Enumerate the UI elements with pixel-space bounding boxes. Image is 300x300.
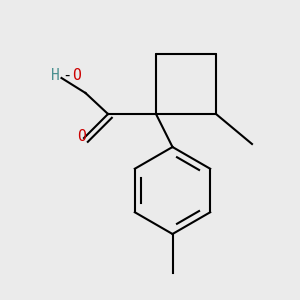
Text: O: O bbox=[72, 68, 81, 82]
Text: O: O bbox=[76, 129, 85, 144]
Text: H: H bbox=[51, 68, 60, 82]
Text: -: - bbox=[64, 68, 70, 82]
